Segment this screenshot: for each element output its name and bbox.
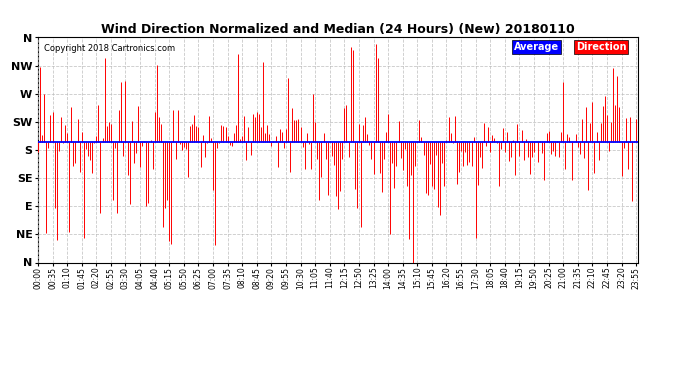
Text: Average: Average xyxy=(513,42,559,52)
Text: Direction: Direction xyxy=(575,42,627,52)
Text: Copyright 2018 Cartronics.com: Copyright 2018 Cartronics.com xyxy=(44,44,175,53)
Title: Wind Direction Normalized and Median (24 Hours) (New) 20180110: Wind Direction Normalized and Median (24… xyxy=(101,23,575,36)
